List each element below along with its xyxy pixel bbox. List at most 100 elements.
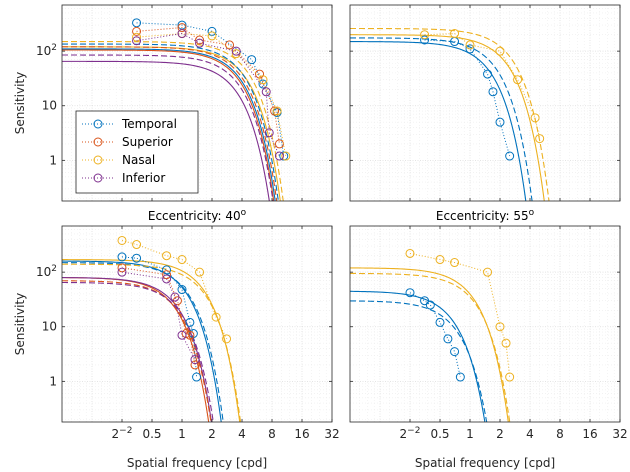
fit-solid-nasal (350, 34, 545, 201)
data-point-nasal (450, 29, 460, 39)
panel-title: Eccentricity: 40o (148, 208, 247, 223)
plot-area (62, 226, 332, 422)
measured-data (405, 248, 515, 382)
panel-3: 2−2 0.5 1 2 4 8 16 32 Spatial frequency [cpd] 1 10… (13, 208, 340, 470)
series-line-nasal (121, 240, 228, 340)
data-point-nasal (132, 240, 142, 250)
data-point-nasal (501, 338, 511, 348)
data-point-inferior (190, 355, 200, 365)
legend-label: Temporal (121, 117, 177, 131)
y-tick-label: 10 (42, 99, 57, 113)
data-point-inferior (170, 292, 180, 302)
ticks (350, 5, 621, 201)
x-tick-label: 1 (466, 427, 474, 441)
data-point-nasal (195, 267, 205, 277)
fit-solid-temporal (62, 48, 276, 201)
legend-item-superior: Superior (82, 135, 173, 149)
data-point-inferior (264, 128, 274, 138)
fit-solid-inferior (62, 60, 270, 201)
data-point-nasal (117, 235, 127, 245)
data-point-nasal (505, 372, 515, 382)
data-point-temporal (207, 26, 217, 36)
data-point-nasal (530, 113, 540, 123)
x-tick-label: 4 (526, 427, 534, 441)
y-tick-label: 1 (49, 153, 57, 167)
fit-dashed-superior (62, 46, 278, 201)
data-point-temporal (495, 117, 505, 127)
fit-dashed-temporal (62, 262, 224, 422)
x-tick-label: 2 (208, 427, 216, 441)
data-point-temporal (132, 18, 142, 28)
fit-curves (62, 40, 284, 201)
fit-dashed-nasal (350, 272, 511, 422)
data-point-nasal (231, 49, 241, 59)
data-point-nasal (162, 251, 172, 261)
series-temporal (405, 288, 465, 382)
x-tick-label: 32 (612, 427, 627, 441)
y-tick-label: 1 (49, 374, 57, 388)
fit-dashed-inferior (62, 281, 214, 422)
fit-solid-inferior (62, 277, 213, 422)
ticks (62, 226, 333, 422)
data-point-temporal (258, 79, 268, 89)
ticks (350, 226, 621, 422)
axes-box (349, 225, 621, 423)
legend: Temporal Superior Nasal Inferior (75, 110, 199, 194)
data-point-inferior (231, 46, 241, 56)
data-point-inferior (162, 274, 172, 284)
data-point-temporal (425, 300, 435, 310)
grid (350, 226, 620, 422)
data-point-superior (117, 263, 127, 273)
series-line-nasal (424, 33, 541, 139)
data-point-temporal (420, 35, 430, 45)
data-point-nasal (207, 31, 217, 41)
data-point-temporal (192, 372, 202, 382)
axes-box (61, 225, 333, 423)
data-point-temporal (162, 265, 172, 275)
series-line-inferior (121, 271, 196, 360)
data-point-nasal (513, 75, 523, 85)
legend-marker (93, 155, 103, 165)
fit-dashed-nasal (62, 40, 284, 201)
y-axis-label: Sensitivity (13, 293, 27, 355)
ticks (62, 5, 333, 201)
data-point-inferior (195, 38, 205, 48)
series-nasal (420, 29, 545, 144)
x-tick-label: 2−2 (112, 426, 133, 441)
data-point-temporal (443, 334, 453, 344)
data-point-temporal (185, 317, 195, 327)
y-tick-label: 102 (36, 43, 57, 58)
axes-box (61, 4, 333, 202)
data-point-inferior (177, 330, 187, 340)
data-point-temporal (247, 55, 257, 65)
data-point-superior (132, 26, 142, 36)
legend-marker (93, 173, 103, 183)
x-tick-label: 2−2 (400, 426, 421, 441)
data-point-nasal (483, 267, 493, 277)
x-axis-label: Spatial frequency [cpd] (127, 456, 267, 470)
data-point-nasal (177, 255, 187, 265)
measured-data (132, 18, 291, 161)
data-point-temporal (132, 253, 142, 263)
measured-data (420, 29, 545, 161)
series-line-inferior (136, 33, 280, 157)
data-point-temporal (405, 288, 415, 298)
series-line-nasal (136, 33, 287, 157)
y-tick-label: 102 (36, 264, 57, 279)
grid (62, 226, 332, 422)
legend-marker (93, 119, 103, 129)
series-line-nasal (409, 252, 511, 378)
data-point-inferior (261, 87, 271, 97)
series-temporal (420, 35, 515, 161)
data-point-superior (270, 106, 280, 116)
fit-curves (350, 267, 511, 422)
data-point-superior (225, 40, 235, 50)
data-point-temporal (455, 372, 465, 382)
x-tick-label: 16 (582, 427, 597, 441)
x-tick-label: 0.5 (142, 427, 161, 441)
data-point-inferior (117, 267, 127, 277)
data-point-temporal (505, 151, 515, 161)
fit-dashed-inferior (62, 54, 274, 201)
